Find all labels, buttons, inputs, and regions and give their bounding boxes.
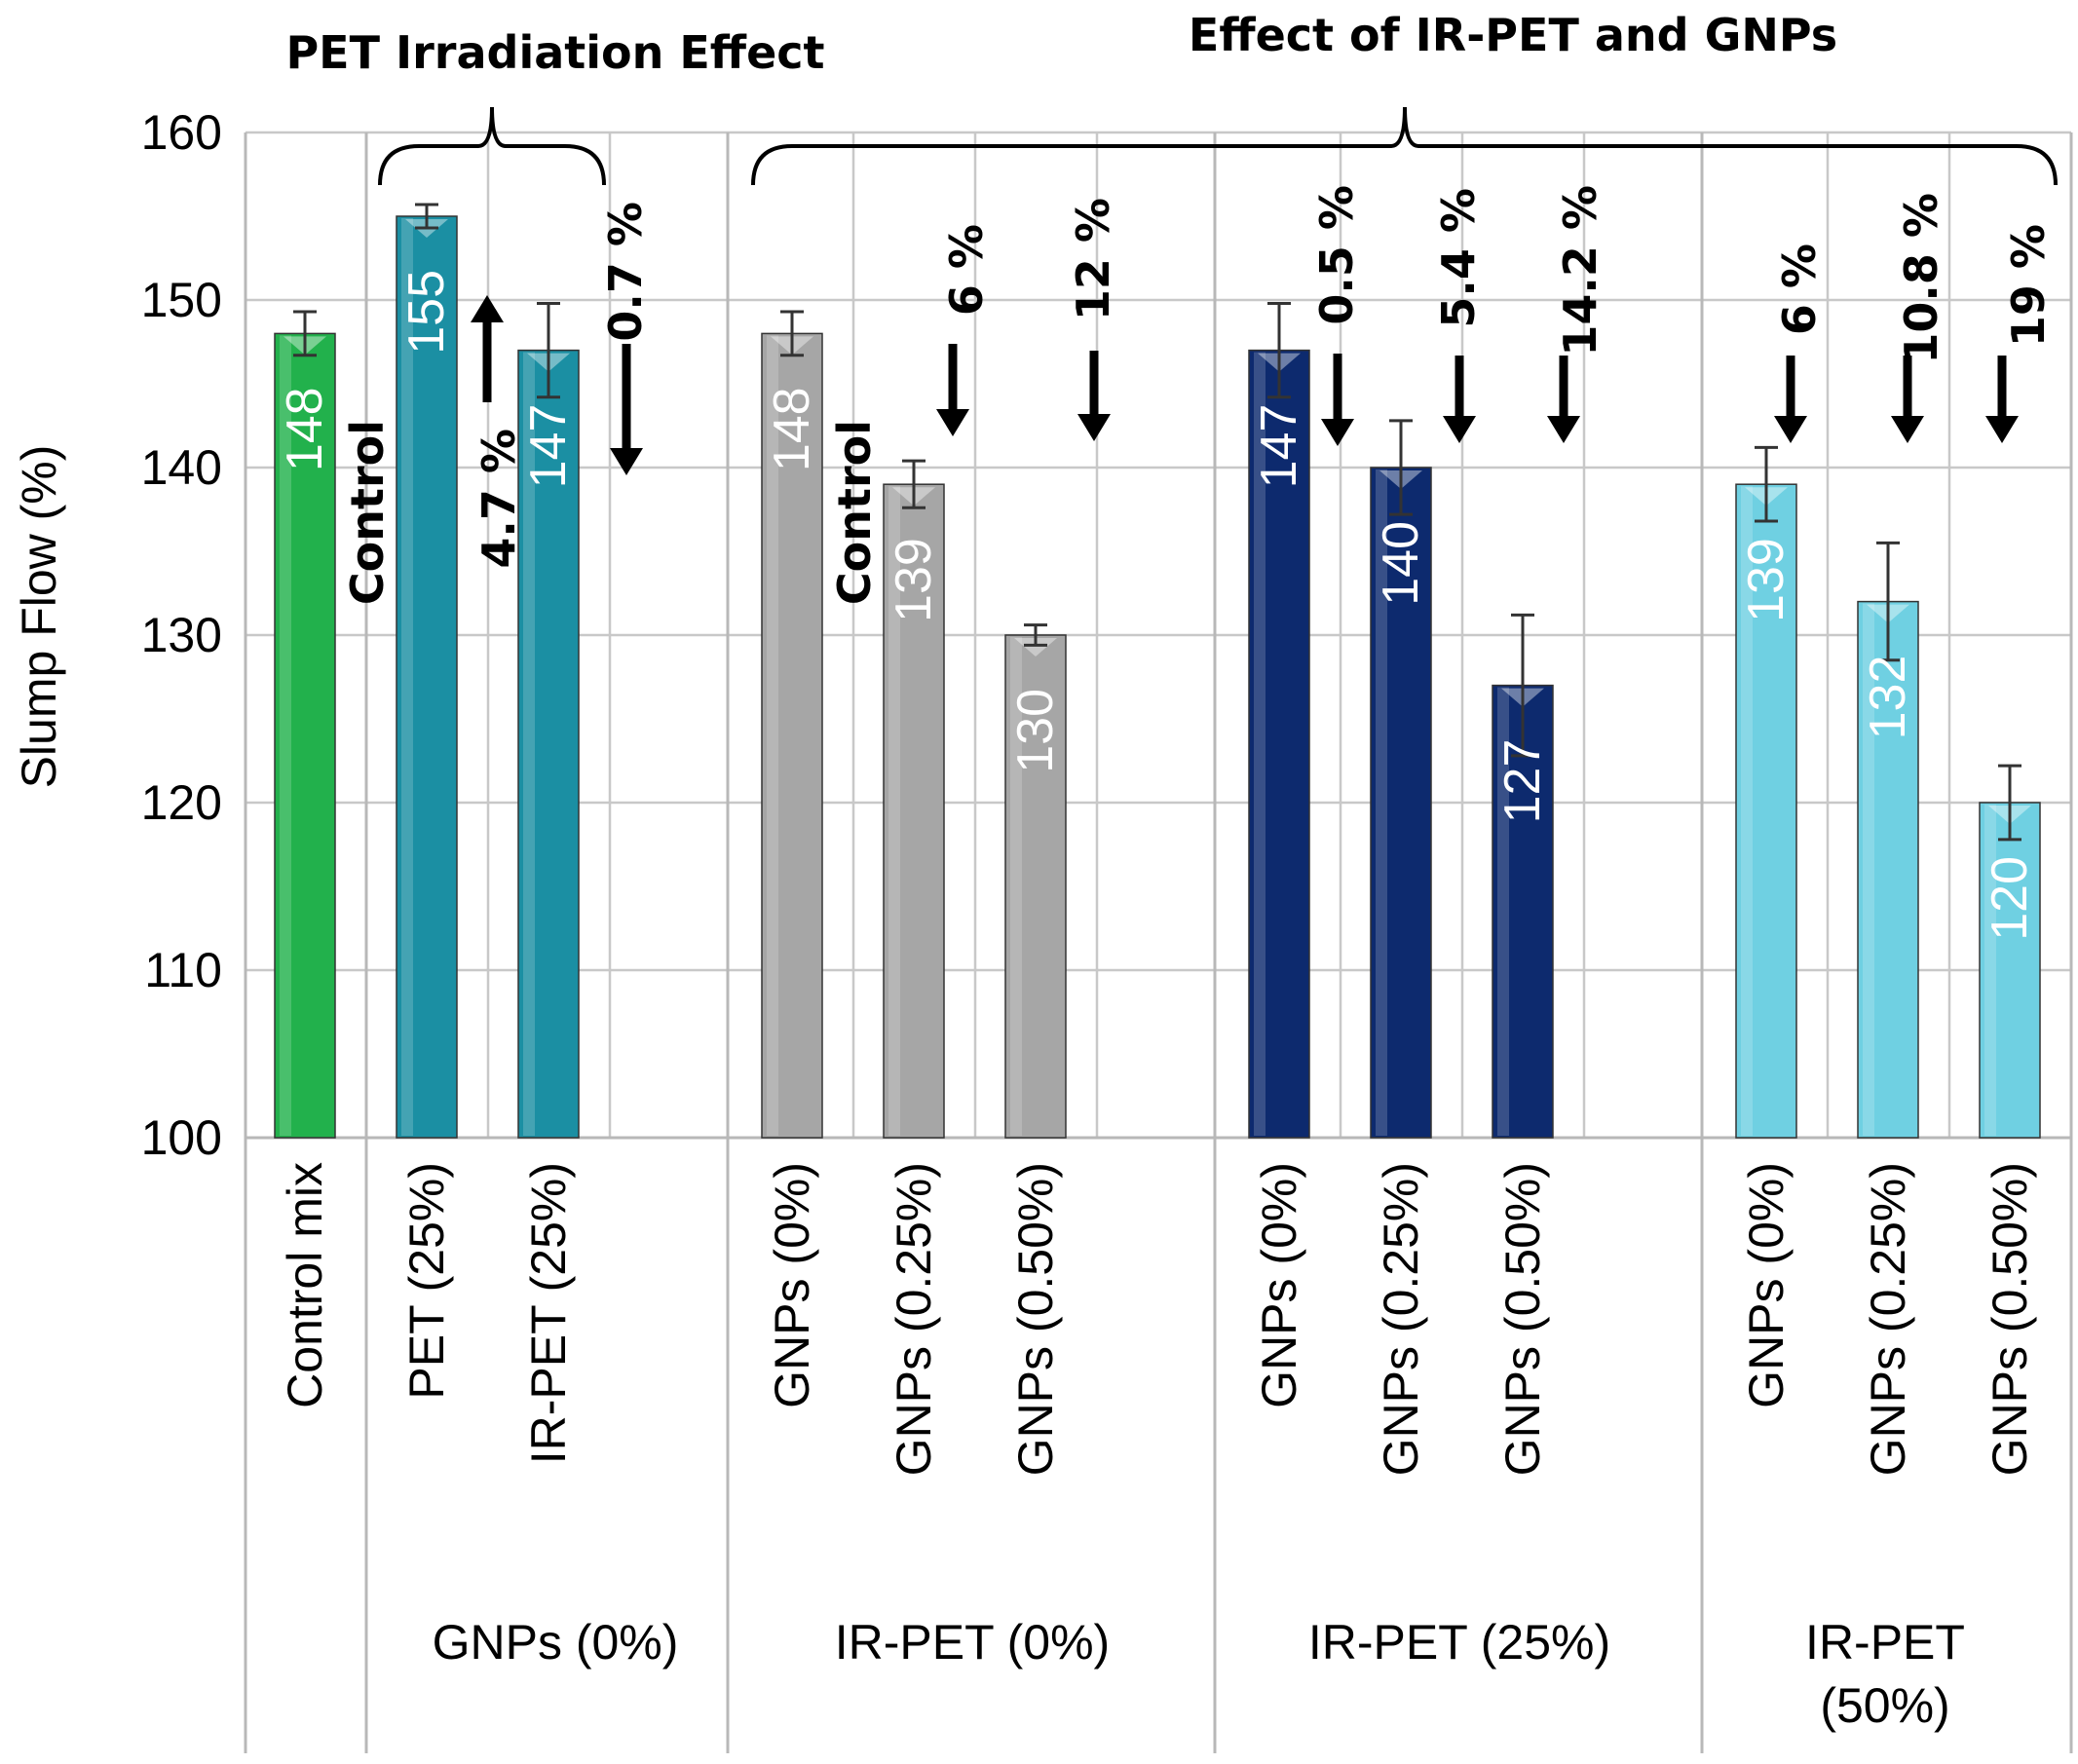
bar-highlight — [767, 335, 778, 1136]
bar-cap-shade — [1014, 638, 1057, 657]
decrease-arrow-head — [1774, 416, 1807, 443]
y-tick-label: 150 — [141, 273, 222, 327]
decrease-arrow-head — [1891, 416, 1924, 443]
control-label: Control — [828, 420, 881, 605]
decrease-arrow-head — [1547, 416, 1580, 443]
bar — [883, 483, 945, 1139]
x-category-label: PET (25%) — [399, 1162, 454, 1400]
bar — [1979, 802, 2041, 1139]
y-tick-label: 110 — [144, 943, 222, 997]
bar — [1370, 467, 1432, 1139]
percent-change-label: 14.2 % — [1554, 185, 1606, 357]
bar-data-label: 148 — [764, 387, 820, 471]
decrease-arrow-head — [1077, 414, 1111, 441]
y-tick-label: 140 — [141, 440, 222, 495]
bar-highlight — [401, 218, 413, 1136]
bar-data-label: 130 — [1007, 689, 1064, 773]
percent-change-label: 6 % — [940, 224, 993, 316]
y-tick-label: 160 — [141, 105, 222, 160]
x-category-label: GNPs (0.25%) — [1861, 1162, 1915, 1476]
decrease-arrow-head — [610, 448, 643, 475]
x-group-label: IR-PET (25%) — [1308, 1615, 1610, 1670]
control-label: Control — [341, 420, 394, 605]
bracket-path — [751, 106, 2058, 186]
bracket-title: PET Irradiation Effect — [285, 26, 824, 79]
bar — [1735, 483, 1797, 1139]
percent-change-label: 19 % — [2002, 224, 2055, 347]
increase-arrow-head — [471, 295, 504, 322]
x-axis-group-labels: GNPs (0%) IR-PET (0%) IR-PET (25%) IR-PET (5… — [433, 1615, 1965, 1733]
x-axis-category-labels: Control mix PET (25%) IR-PET (25%) GNPs (0%… — [278, 1162, 2037, 1476]
decrease-arrow-head — [1321, 419, 1354, 446]
percent-change-label: 0.5 % — [1310, 185, 1363, 325]
bar-data-label: 139 — [886, 538, 942, 622]
x-category-label: GNPs (0.50%) — [1495, 1162, 1550, 1476]
percent-change-label: 0.7 % — [599, 202, 652, 342]
y-tick-label: 100 — [141, 1110, 222, 1165]
y-axis-title: Slump Flow (%) — [12, 445, 66, 789]
decrease-arrow-head — [1985, 416, 2019, 443]
bracket-title: Effect of IR-PET and GNPs — [1189, 9, 1837, 61]
bar-highlight — [888, 486, 900, 1136]
bar-data-label: 147 — [520, 404, 577, 489]
bar-data-label: 132 — [1860, 656, 1916, 740]
percent-change-label: 4.7 % — [472, 429, 525, 569]
x-group-label: IR-PET (0%) — [835, 1615, 1110, 1670]
bar — [517, 349, 580, 1139]
x-category-label: GNPs (0.50%) — [1983, 1162, 2037, 1476]
percent-change-label: 12 % — [1067, 198, 1119, 320]
x-group-label-line2: (50%) — [1820, 1678, 1949, 1733]
bar — [1248, 349, 1310, 1139]
bar-series: 148 155 147 148 139 130 147 140 127 139 132 120 — [274, 203, 2041, 1139]
bar-highlight — [280, 335, 291, 1136]
percent-change-label: 6 % — [1773, 244, 1826, 335]
percent-change-label: 10.8 % — [1895, 193, 1947, 364]
x-category-label: GNPs (0%) — [1252, 1162, 1306, 1408]
bar-highlight — [1741, 486, 1753, 1136]
bar-data-label: 140 — [1373, 521, 1429, 606]
decrease-arrow-head — [1443, 416, 1476, 443]
x-category-label: GNPs (0.25%) — [1374, 1162, 1428, 1476]
x-category-label: IR-PET (25%) — [521, 1162, 576, 1464]
bar — [274, 332, 336, 1139]
x-category-label: GNPs (0.25%) — [887, 1162, 941, 1476]
x-group-label: IR-PET — [1805, 1615, 1965, 1670]
x-category-label: Control mix — [278, 1162, 332, 1408]
bar — [1492, 684, 1554, 1139]
bar-data-label: 127 — [1494, 739, 1551, 824]
bar-data-label: 148 — [277, 387, 333, 471]
x-category-label: GNPs (0.50%) — [1008, 1162, 1063, 1476]
bracket-path — [378, 106, 606, 186]
bar-highlight — [1984, 805, 1996, 1136]
group-brackets: PET Irradiation Effect Effect of IR-PET a… — [285, 9, 2058, 605]
bar-data-label: 120 — [1982, 856, 2038, 941]
bar-highlight — [1863, 603, 1874, 1136]
y-tick-label: 120 — [141, 775, 222, 830]
bar-highlight — [1497, 687, 1509, 1136]
bar — [1004, 634, 1067, 1139]
bar-highlight — [1254, 352, 1266, 1137]
y-tick-label: 130 — [141, 608, 222, 662]
percent-change-annotations: 4.7 % 0.7 % 6 % 12 % 0.5 % 5.4 % 14.2 % 6 % 10.8… — [471, 185, 2055, 569]
bar-data-label: 139 — [1738, 538, 1795, 622]
bar-highlight — [1010, 637, 1022, 1136]
x-category-label: GNPs (0%) — [765, 1162, 819, 1408]
bar-highlight — [523, 352, 535, 1137]
x-group-label: GNPs (0%) — [433, 1615, 679, 1670]
plot-grid — [244, 131, 2073, 1753]
bar-data-label: 155 — [398, 270, 455, 355]
y-axis: 100 110 120 130 140 150 160 — [141, 105, 222, 1165]
percent-change-label: 5.4 % — [1432, 188, 1485, 328]
x-category-label: GNPs (0%) — [1739, 1162, 1794, 1408]
bar-data-label: 147 — [1251, 404, 1307, 489]
decrease-arrow-head — [936, 409, 969, 436]
bar-highlight — [1376, 469, 1387, 1136]
bar — [1857, 600, 1919, 1139]
